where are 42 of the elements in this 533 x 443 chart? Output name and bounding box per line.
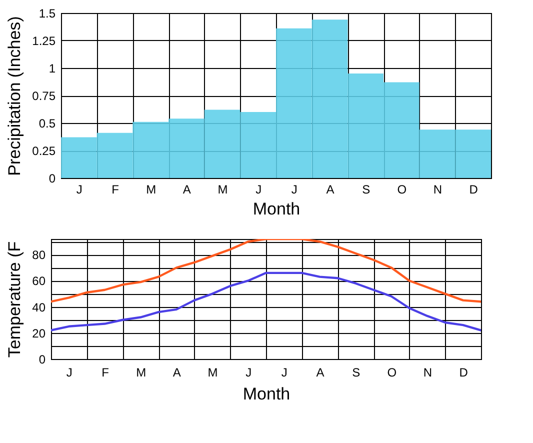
x-tick-label: A [316,366,324,380]
x-tick-label: M [136,366,146,380]
y-axis-title: Temperature (F [5,241,24,358]
x-tick-label: J [291,182,298,196]
y-tick-label: 0.75 [32,89,56,103]
y-tick-label: 60 [32,274,46,288]
x-tick-label: F [112,182,119,196]
y-tick-label: 80 [32,248,46,262]
y-axis-title: Precipitation (Inches) [5,16,24,176]
line-series [51,272,481,332]
y-tick-label: 1.25 [32,34,56,48]
y-tick-label: 40 [32,300,46,314]
x-tick-label: J [281,366,288,380]
y-tick-label: 1 [48,62,56,76]
x-tick-label: A [172,366,181,380]
x-tick-label: A [326,182,334,196]
x-axis-title: Month [252,200,300,218]
x-tick-label: S [352,366,360,380]
x-tick-label: F [102,366,109,380]
x-tick-label: M [218,182,228,196]
line-series [51,239,481,303]
x-tick-label: M [208,366,218,380]
x-tick-label: A [182,182,191,196]
x-tick-label: M [146,182,156,196]
x-tick-label: J [76,182,82,196]
x-tick-label: O [397,182,407,196]
x-tick-label: J [246,366,252,380]
x-tick-label: J [256,182,262,196]
y-tick-label: 0.5 [38,116,56,130]
x-tick-label: D [469,182,478,196]
y-tick-label: 0 [48,172,56,186]
y-tick-label: 0 [38,352,46,366]
x-tick-label: N [433,182,442,196]
x-tick-label: D [459,366,468,380]
y-tick-label: 0.25 [32,144,56,158]
y-tick-label: 20 [32,326,46,340]
x-tick-label: S [362,182,370,196]
x-tick-label: J [66,366,72,380]
y-tick-label: 1.5 [38,6,56,20]
x-tick-label: N [423,366,432,380]
x-axis-title: Month [242,384,290,404]
x-tick-label: O [387,366,397,380]
